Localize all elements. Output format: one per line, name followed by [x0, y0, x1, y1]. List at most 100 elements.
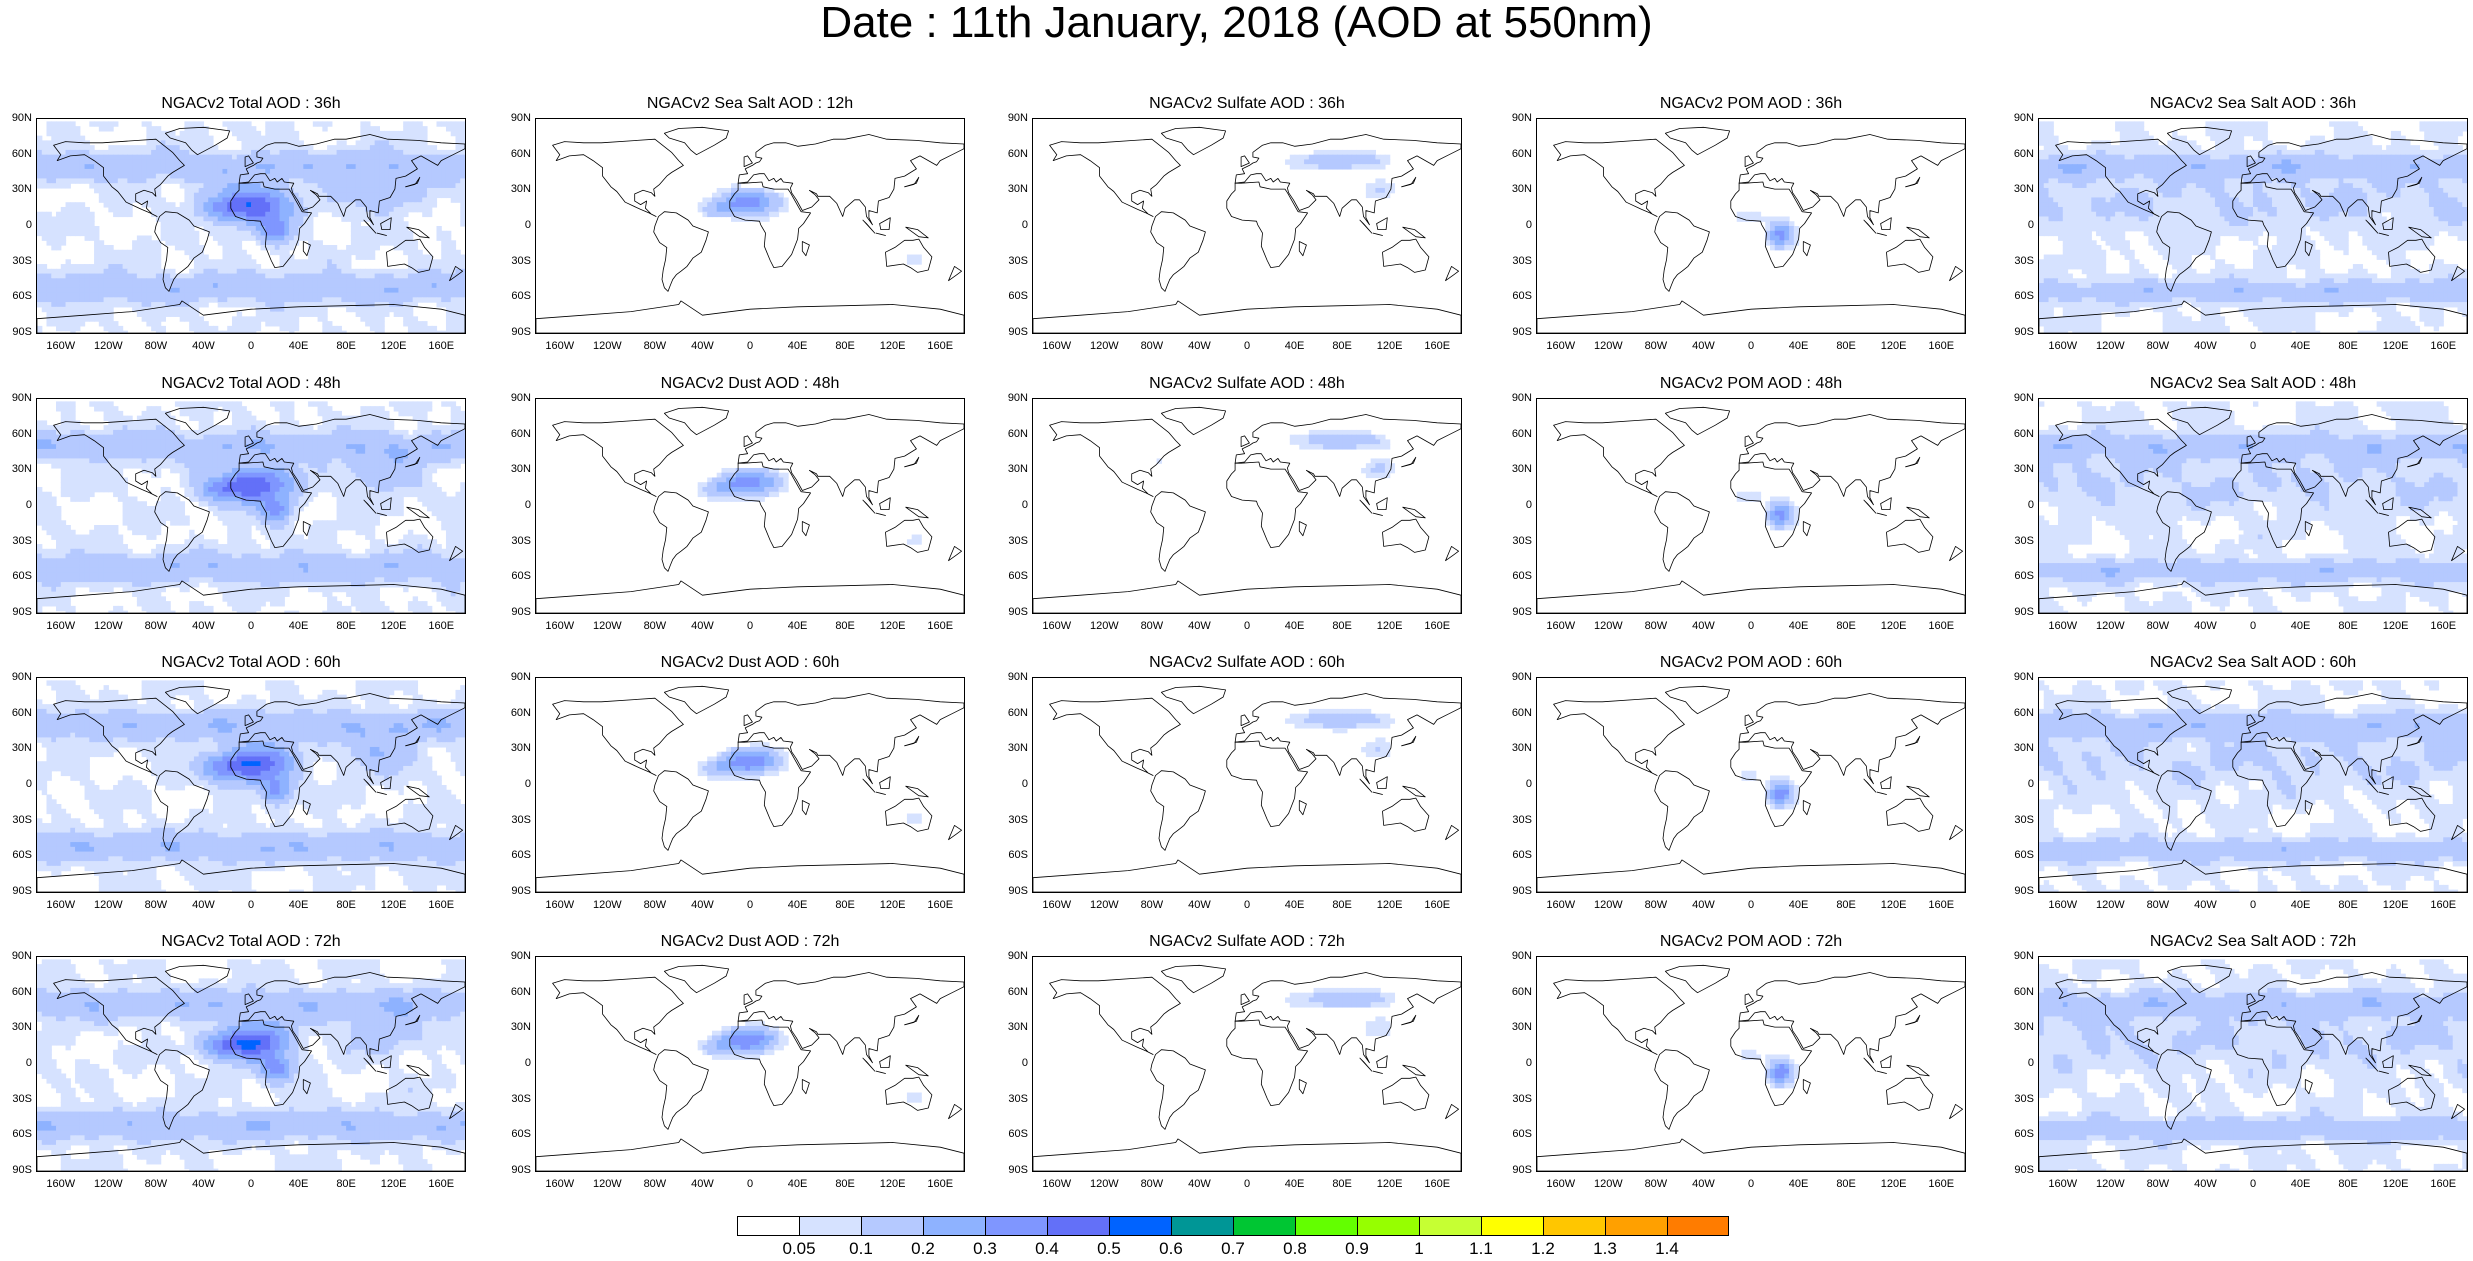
longitude-tick-label: 0 [233, 620, 269, 632]
latitude-tick-label: 60S [2008, 570, 2034, 582]
latitude-tick-label: 90N [505, 950, 531, 962]
longitude-tick-label: 160E [2425, 620, 2461, 632]
longitude-tick-label: 0 [2235, 899, 2271, 911]
latitude-tick-label: 90N [505, 112, 531, 124]
panel-title: NGACv2 Total AOD : 60h [36, 653, 466, 673]
longitude-tick-label: 80W [138, 1178, 174, 1190]
latitude-tick-label: 90N [1506, 392, 1532, 404]
latitude-tick-label: 60S [1002, 570, 1028, 582]
longitude-tick-label: 40E [780, 340, 816, 352]
longitude-tick-label: 160W [1543, 340, 1579, 352]
latitude-tick-label: 60N [1002, 148, 1028, 160]
latitude-tick-label: 90S [1002, 1164, 1028, 1176]
coastlines [536, 964, 964, 1171]
latitude-tick-label: 90S [6, 1164, 32, 1176]
latitude-tick-label: 60N [1506, 707, 1532, 719]
latitude-tick-label: 30N [505, 742, 531, 754]
colorbar-label: 0.3 [960, 1239, 1010, 1259]
longitude-tick-label: 40W [1181, 899, 1217, 911]
longitude-tick-label: 160E [922, 1178, 958, 1190]
longitude-tick-label: 120W [1086, 1178, 1122, 1190]
map-frame [1032, 398, 1462, 614]
longitude-tick-label: 120W [589, 1178, 625, 1190]
colorbar-swatch [1109, 1216, 1171, 1236]
latitude-tick-label: 30S [1506, 535, 1532, 547]
latitude-tick-label: 30N [505, 463, 531, 475]
longitude-tick-label: 0 [732, 1178, 768, 1190]
map-frame [36, 398, 466, 614]
latitude-tick-label: 90N [2008, 671, 2034, 683]
coastlines [37, 685, 465, 892]
longitude-tick-label: 40W [2187, 620, 2223, 632]
latitude-tick-label: 30S [1506, 1093, 1532, 1105]
colorbar-label: 0.4 [1022, 1239, 1072, 1259]
aod-field-map [1537, 685, 1965, 892]
latitude-tick-label: 60S [1002, 290, 1028, 302]
aod-field [37, 401, 465, 613]
longitude-tick-label: 40E [780, 899, 816, 911]
longitude-tick-label: 120E [376, 340, 412, 352]
latitude-tick-label: 90N [1002, 671, 1028, 683]
latitude-tick-label: 30S [1002, 255, 1028, 267]
latitude-tick-label: 60S [2008, 290, 2034, 302]
longitude-tick-label: 80W [637, 1178, 673, 1190]
longitude-tick-label: 160W [43, 899, 79, 911]
latitude-tick-label: 30N [505, 183, 531, 195]
latitude-tick-label: 90S [6, 326, 32, 338]
latitude-tick-label: 60S [505, 290, 531, 302]
map-frame [535, 118, 965, 334]
aod-field [1741, 770, 1800, 810]
longitude-tick-label: 0 [1733, 1178, 1769, 1190]
latitude-tick-label: 0 [1002, 499, 1028, 511]
aod-field-map [37, 680, 465, 892]
longitude-tick-label: 120W [90, 1178, 126, 1190]
aod-field [2039, 680, 2467, 892]
longitude-tick-label: 80E [827, 620, 863, 632]
longitude-tick-label: 120W [1590, 899, 1626, 911]
longitude-tick-label: 80W [1134, 620, 1170, 632]
longitude-tick-label: 0 [1733, 340, 1769, 352]
longitude-tick-label: 80E [1324, 340, 1360, 352]
panel-title: NGACv2 POM AOD : 72h [1536, 932, 1966, 952]
latitude-tick-label: 90S [1506, 326, 1532, 338]
map-panel: NGACv2 Sulfate AOD : 72h [1032, 932, 1462, 1202]
panel-title: NGACv2 Dust AOD : 72h [535, 932, 965, 952]
longitude-tick-label: 80W [1134, 1178, 1170, 1190]
longitude-tick-label: 40W [1181, 620, 1217, 632]
longitude-tick-label: 160E [922, 899, 958, 911]
latitude-tick-label: 0 [1506, 1057, 1532, 1069]
latitude-tick-label: 60N [1506, 148, 1532, 160]
colorbar-label: 0.9 [1332, 1239, 1382, 1259]
longitude-tick-label: 160E [1923, 1178, 1959, 1190]
longitude-tick-label: 80W [1134, 899, 1170, 911]
latitude-tick-label: 60N [505, 707, 531, 719]
latitude-tick-label: 90S [1002, 885, 1028, 897]
longitude-tick-label: 120E [2378, 620, 2414, 632]
latitude-tick-label: 30N [6, 183, 32, 195]
latitude-tick-label: 30N [2008, 1021, 2034, 1033]
coastlines [2039, 964, 2467, 1171]
longitude-tick-label: 80W [637, 899, 673, 911]
panel-title: NGACv2 Sea Salt AOD : 48h [2038, 374, 2468, 394]
aod-field [1736, 211, 1800, 251]
aod-field-map [2039, 121, 2467, 333]
aod-field-map [2039, 401, 2467, 613]
map-frame [36, 956, 466, 1172]
latitude-tick-label: 60S [1506, 1128, 1532, 1140]
latitude-tick-label: 30S [1002, 814, 1028, 826]
latitude-tick-label: 90S [1002, 326, 1028, 338]
longitude-tick-label: 160E [423, 1178, 459, 1190]
latitude-tick-label: 30N [1002, 183, 1028, 195]
longitude-tick-label: 160W [1039, 899, 1075, 911]
aod-field [697, 183, 922, 265]
coastlines [1033, 964, 1461, 1171]
colorbar-swatch [799, 1216, 861, 1236]
longitude-tick-label: 120W [589, 340, 625, 352]
longitude-tick-label: 80W [2140, 1178, 2176, 1190]
latitude-tick-label: 90S [505, 606, 531, 618]
latitude-tick-label: 30N [1002, 742, 1028, 754]
colorbar-label: 0.2 [898, 1239, 948, 1259]
colorbar-swatch [737, 1216, 799, 1236]
longitude-tick-label: 160W [1543, 1178, 1579, 1190]
coastlines [2039, 685, 2467, 892]
